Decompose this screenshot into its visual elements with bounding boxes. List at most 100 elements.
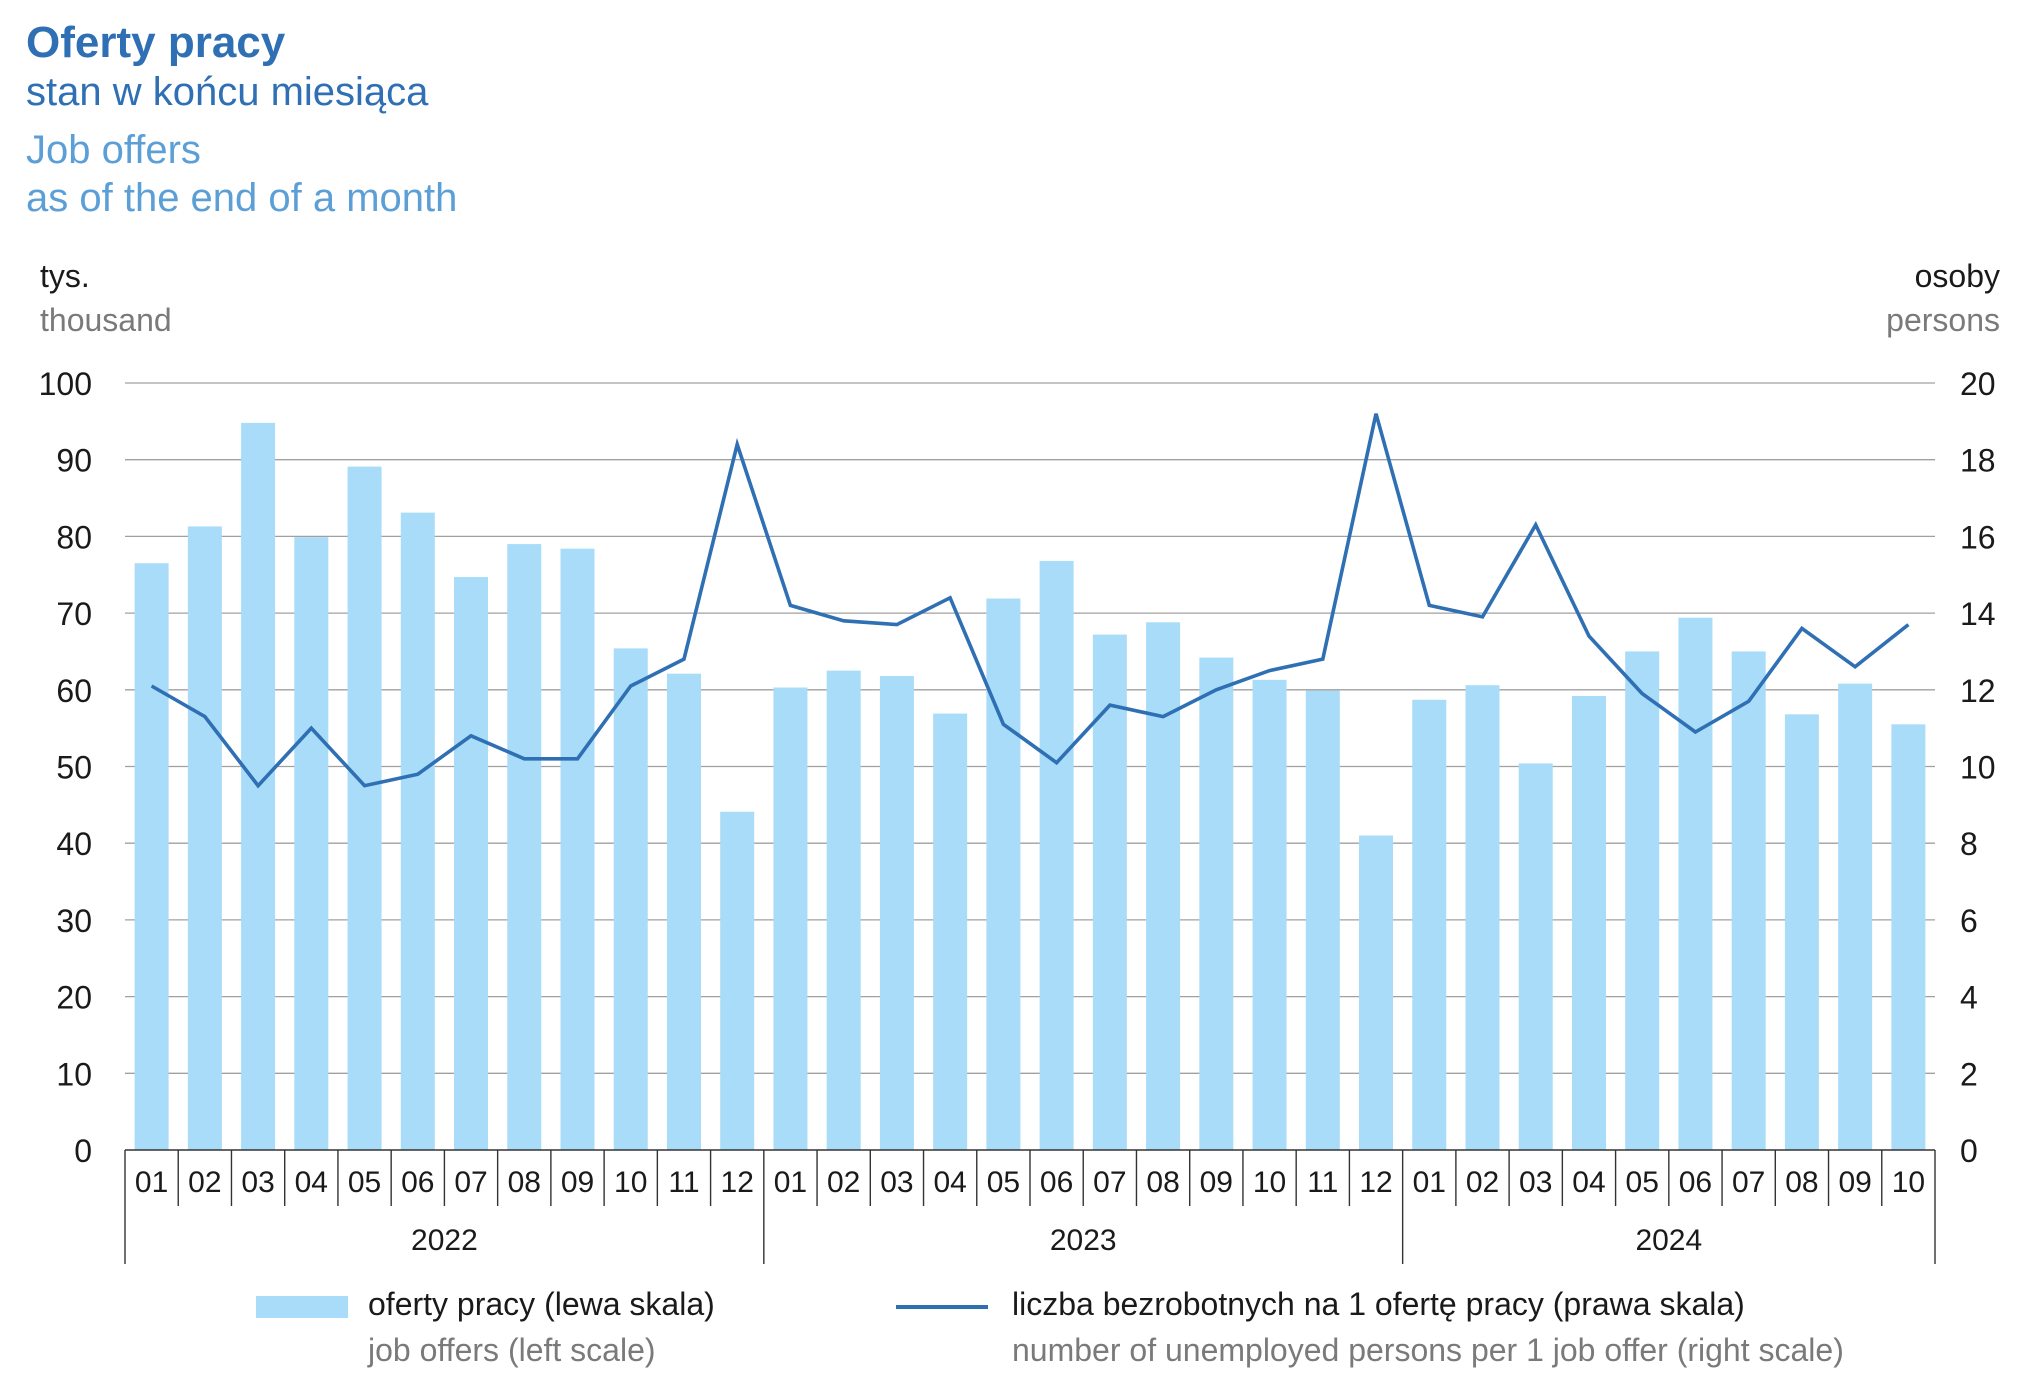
left-tick-label: 30 — [56, 903, 92, 939]
bar-31 — [1731, 651, 1766, 1150]
month-tick-label: 11 — [668, 1166, 699, 1199]
legend-bar-swatch — [256, 1296, 348, 1318]
legend-line-swatch — [896, 1305, 988, 1309]
year-label-2022: 2022 — [411, 1224, 478, 1257]
left-tick-label: 100 — [39, 366, 92, 402]
month-tick-label: 08 — [1785, 1166, 1818, 1199]
bar-33 — [1838, 683, 1873, 1150]
bar-18 — [1039, 560, 1074, 1150]
left-tick-label: 0 — [74, 1133, 92, 1169]
month-tick-label: 08 — [508, 1166, 541, 1199]
bar-23 — [1305, 690, 1340, 1150]
bar-2 — [187, 526, 222, 1150]
month-tick-label: 09 — [1200, 1166, 1233, 1199]
bar-17 — [986, 598, 1021, 1150]
right-tick-label: 8 — [1960, 826, 1978, 862]
month-tick-label: 09 — [1838, 1166, 1871, 1199]
month-tick-label: 04 — [295, 1166, 328, 1199]
left-tick-label: 90 — [56, 443, 92, 479]
left-tick-label: 70 — [56, 596, 92, 632]
bar-28 — [1571, 695, 1606, 1150]
bar-11 — [666, 673, 701, 1150]
bar-15 — [879, 675, 914, 1150]
legend-bar-label: oferty pracy (lewa skala) — [368, 1286, 715, 1322]
right-tick-label: 0 — [1960, 1133, 1978, 1169]
chart-subtitle: stan w końcu miesiąca — [26, 70, 429, 114]
month-tick-label: 01 — [774, 1166, 807, 1199]
month-tick-label: 03 — [241, 1166, 274, 1199]
bar-4 — [294, 537, 329, 1150]
year-label-2024: 2024 — [1635, 1224, 1702, 1257]
bar-24 — [1359, 835, 1394, 1150]
left-tick-label: 80 — [56, 519, 92, 555]
bar-1 — [134, 563, 169, 1150]
month-tick-label: 10 — [614, 1166, 647, 1199]
bar-13 — [773, 687, 808, 1150]
month-tick-label: 03 — [1519, 1166, 1552, 1199]
month-tick-label: 05 — [348, 1166, 381, 1199]
month-tick-label: 02 — [1466, 1166, 1499, 1199]
chart-subtitle-en: as of the end of a month — [26, 176, 458, 220]
month-tick-label: 04 — [1572, 1166, 1605, 1199]
year-label-2023: 2023 — [1050, 1224, 1117, 1257]
right-tick-label: 18 — [1960, 443, 1996, 479]
unemployed-per-offer-line — [150, 413, 1910, 789]
left-tick-label: 60 — [56, 673, 92, 709]
month-tick-label: 07 — [1093, 1166, 1126, 1199]
bar-32 — [1784, 714, 1819, 1150]
bar-25 — [1412, 699, 1447, 1150]
month-tick-label: 08 — [1146, 1166, 1179, 1199]
month-tick-label: 10 — [1253, 1166, 1286, 1199]
left-tick-label: 50 — [56, 750, 92, 786]
month-tick-label: 01 — [1413, 1166, 1446, 1199]
month-tick-label: 04 — [933, 1166, 966, 1199]
bar-8 — [507, 544, 542, 1150]
month-tick-label: 06 — [401, 1166, 434, 1199]
month-tick-label: 07 — [454, 1166, 487, 1199]
left-axis-unit: tys. — [40, 258, 90, 294]
right-axis-unit: osoby — [1914, 258, 2000, 294]
month-tick-label: 03 — [880, 1166, 913, 1199]
bar-34 — [1891, 724, 1926, 1150]
left-tick-label: 40 — [56, 826, 92, 862]
right-tick-label: 10 — [1960, 750, 1996, 786]
right-axis-unit-en: persons — [1886, 302, 2000, 338]
month-tick-label: 01 — [135, 1166, 168, 1199]
right-tick-label: 12 — [1960, 673, 1996, 709]
month-tick-label: 11 — [1307, 1166, 1338, 1199]
bar-7 — [454, 577, 489, 1150]
bar-22 — [1252, 679, 1287, 1150]
chart-title: Oferty pracy — [26, 18, 286, 67]
month-tick-label: 05 — [987, 1166, 1020, 1199]
legend-line-label-en: number of unemployed persons per 1 job o… — [1012, 1332, 1844, 1368]
bar-27 — [1518, 763, 1553, 1150]
legend-bar-label-en: job offers (left scale) — [368, 1332, 656, 1368]
bar-12 — [720, 811, 755, 1150]
bar-6 — [400, 512, 435, 1150]
bar-20 — [1146, 622, 1181, 1150]
left-axis-unit-en: thousand — [40, 302, 172, 338]
month-tick-label: 06 — [1040, 1166, 1073, 1199]
bar-14 — [826, 670, 861, 1150]
legend-line-label: liczba bezrobotnych na 1 ofertę pracy (p… — [1012, 1286, 1745, 1322]
month-tick-label: 12 — [721, 1166, 754, 1199]
bar-26 — [1465, 685, 1500, 1150]
bar-29 — [1625, 651, 1660, 1150]
bar-21 — [1199, 657, 1234, 1150]
month-tick-label: 07 — [1732, 1166, 1765, 1199]
right-tick-label: 14 — [1960, 596, 1996, 632]
month-tick-label: 05 — [1626, 1166, 1659, 1199]
bar-9 — [560, 548, 595, 1150]
right-tick-label: 4 — [1960, 980, 1978, 1016]
right-tick-label: 2 — [1960, 1056, 1978, 1092]
right-tick-label: 20 — [1960, 366, 1996, 402]
left-tick-label: 10 — [56, 1056, 92, 1092]
month-tick-label: 09 — [561, 1166, 594, 1199]
month-tick-label: 02 — [188, 1166, 221, 1199]
month-tick-label: 06 — [1679, 1166, 1712, 1199]
right-tick-label: 16 — [1960, 519, 1996, 555]
left-tick-label: 20 — [56, 980, 92, 1016]
month-tick-label: 10 — [1892, 1166, 1925, 1199]
month-tick-label: 02 — [827, 1166, 860, 1199]
